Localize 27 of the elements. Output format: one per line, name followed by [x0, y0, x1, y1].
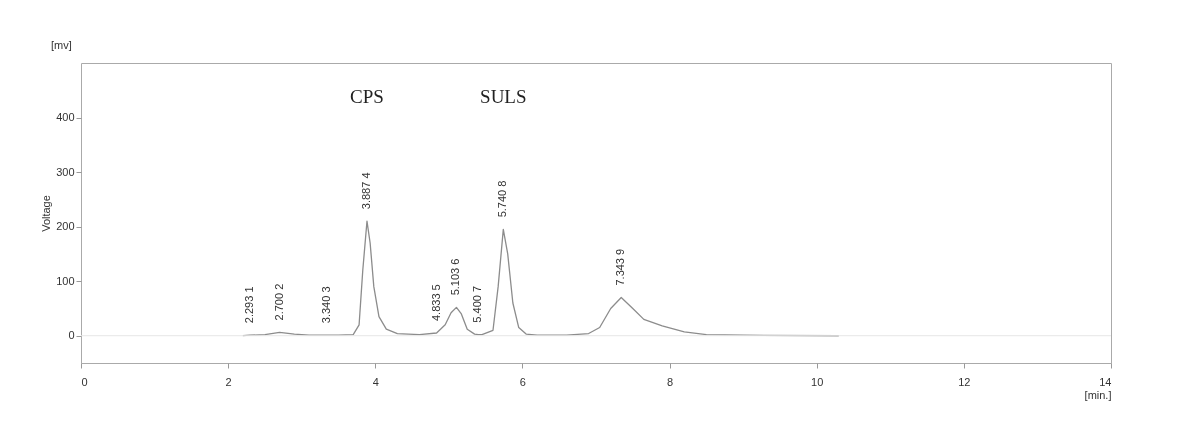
- annotation: 2.700 2: [272, 283, 285, 321]
- annotation: 5.740 8: [496, 180, 509, 218]
- annotation: 4.833 5: [429, 284, 442, 321]
- x-tick-label: 4: [372, 375, 379, 388]
- x-tick-label: 0: [81, 375, 88, 388]
- x-tick-label: 10: [811, 375, 824, 388]
- text: [mv]: [51, 39, 72, 51]
- annotation: CPS: [350, 86, 384, 107]
- annotation: 5.103 6: [449, 258, 462, 296]
- x-tick-label: 14: [1099, 375, 1112, 388]
- annotation: SULS: [480, 86, 527, 107]
- annotation: 3.887 4: [359, 172, 372, 210]
- x-tick-label: 12: [958, 375, 971, 388]
- annotation: 7.343 9: [614, 248, 627, 286]
- annotation: 2.293 1: [242, 286, 255, 324]
- y-tick-label: 100: [56, 274, 75, 287]
- y-tick-label: 300: [56, 165, 75, 178]
- x-axis-title: [min.]: [1084, 388, 1112, 401]
- y-tick-label: 200: [56, 220, 75, 233]
- x-tick-label: 8: [667, 375, 674, 388]
- y-axis-title: Voltage: [40, 195, 53, 232]
- x-tick-label: 2: [225, 375, 232, 388]
- y-tick-label: 400: [56, 111, 75, 124]
- annotation: 3.340 3: [319, 286, 332, 324]
- y-tick-label: 0: [68, 329, 75, 342]
- x-tick-label: 6: [519, 375, 526, 388]
- annotation: 5.400 7: [471, 285, 484, 323]
